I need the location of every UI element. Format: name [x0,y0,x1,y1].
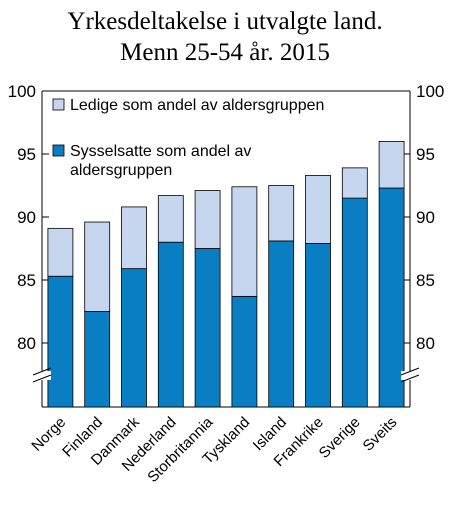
left-tick-label: 85 [17,271,36,290]
legend-swatch-sysselsatte [52,144,65,157]
left-tick-label: 90 [17,208,36,227]
bar-ledige [194,190,221,249]
bar-ledige [378,140,405,189]
axis-break-gap [33,371,51,380]
left-tick-label: 95 [17,145,36,164]
axis-break-mark [32,374,52,383]
right-tick-label: 95 [416,145,435,164]
bar-sysselsatte [47,275,74,408]
right-tick-label: 90 [416,208,435,227]
right-tick-label: 100 [416,82,444,101]
bar-sysselsatte [231,295,258,408]
axis-break-mark [32,367,52,376]
bar-sysselsatte [268,240,295,408]
category-label: Sverige [316,414,364,462]
bar-sysselsatte [84,311,111,408]
bar-sysselsatte [157,241,184,408]
bar-sysselsatte [194,248,221,408]
legend-label-sysselsatte: aldersgruppen [70,162,172,179]
bar-ledige [231,186,258,297]
category-label: Sveits [360,414,401,455]
bar-ledige [157,195,184,243]
axis-break-mark [400,367,420,376]
bar-ledige [121,206,147,270]
chart-title-block: Yrkesdeltakelse i utvalgte land. Menn 25… [0,6,450,68]
legend-label-sysselsatte: Sysselsatte som andel av [70,143,251,160]
chart-subtitle: Menn 25-54 år. 2015 [120,39,330,66]
bar-sysselsatte [378,187,405,408]
left-tick-label: 100 [8,82,36,101]
bar-ledige [84,221,111,312]
legend-swatch-ledige [52,98,65,111]
bar-sysselsatte [341,197,368,408]
bar-sysselsatte [305,243,331,408]
bar-ledige [341,167,368,199]
bar-ledige [268,185,295,242]
bar-sysselsatte [121,268,147,408]
chart-title: Yrkesdeltakelse i utvalgte land. [67,8,383,35]
right-tick-label: 80 [416,334,435,353]
legend-label-ledige: Ledige som andel av aldersgruppen [70,97,324,114]
right-tick-label: 85 [416,271,435,290]
left-tick-label: 80 [17,334,36,353]
axis-break-mark [400,374,420,383]
axis-break-gap [401,371,419,380]
bar-ledige [305,175,331,244]
bar-ledige [47,227,74,277]
